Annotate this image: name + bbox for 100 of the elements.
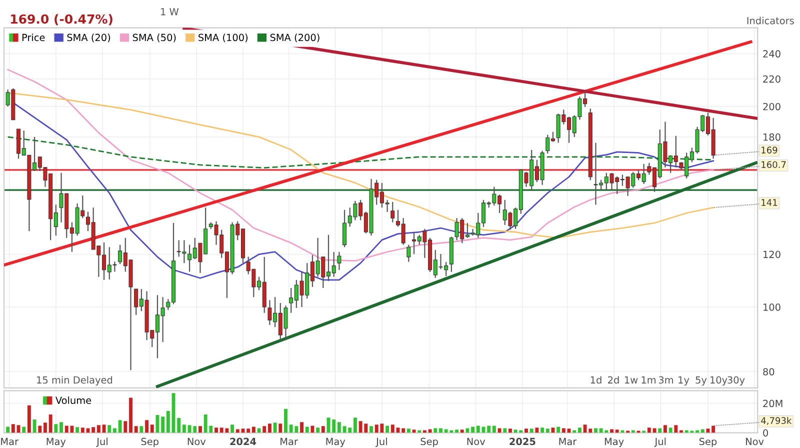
bar bbox=[700, 429, 704, 433]
annotation: 5y bbox=[696, 376, 707, 386]
bar bbox=[236, 429, 240, 433]
y-tick-label: 20M bbox=[763, 400, 782, 408]
bar bbox=[476, 426, 480, 433]
x-tick-label: Nov bbox=[467, 438, 486, 446]
bar bbox=[508, 428, 512, 433]
bar bbox=[428, 429, 432, 433]
bar bbox=[262, 426, 266, 433]
bar bbox=[166, 410, 170, 433]
bar bbox=[198, 426, 202, 433]
bar bbox=[647, 428, 651, 433]
legend-label: SMA (50) bbox=[132, 34, 176, 42]
bar bbox=[145, 420, 148, 433]
candlestick bbox=[337, 251, 342, 270]
line-series bbox=[7, 92, 714, 239]
bar bbox=[129, 398, 132, 433]
bar bbox=[112, 428, 116, 433]
x-tick-label: Sep bbox=[699, 438, 717, 448]
x-tick-label: Sep bbox=[420, 438, 438, 448]
text: Indicators bbox=[747, 16, 794, 24]
bar bbox=[466, 428, 470, 433]
bar bbox=[80, 428, 84, 433]
bar bbox=[118, 420, 122, 433]
bar bbox=[434, 428, 438, 433]
bar bbox=[252, 426, 256, 433]
bar bbox=[60, 422, 63, 433]
annotation: 3m bbox=[658, 376, 674, 384]
bar bbox=[455, 430, 458, 433]
bar bbox=[6, 426, 10, 433]
annotation: 141 bbox=[762, 199, 778, 206]
y-tick-label: 80 bbox=[763, 368, 774, 376]
legend-label: SMA (20) bbox=[67, 34, 110, 42]
bar bbox=[471, 426, 475, 433]
bar bbox=[556, 426, 560, 433]
annotation: 30y bbox=[728, 376, 745, 386]
y-tick-label: 120 bbox=[764, 250, 780, 258]
annotation: 15 min Delayed bbox=[37, 376, 112, 386]
bar bbox=[540, 428, 544, 433]
bar bbox=[524, 428, 528, 433]
bar bbox=[316, 428, 320, 433]
bar bbox=[310, 426, 314, 433]
bar bbox=[124, 421, 128, 433]
annotation: 160.7 bbox=[762, 161, 786, 168]
bar bbox=[658, 428, 662, 433]
bar bbox=[214, 428, 218, 433]
bar bbox=[38, 426, 42, 433]
y-tick-label: 100 bbox=[764, 304, 780, 311]
y-tick-label: 0 bbox=[763, 429, 768, 437]
bar bbox=[54, 424, 58, 433]
x-tick-label: Mar bbox=[280, 438, 298, 446]
bar bbox=[406, 428, 410, 433]
bar bbox=[546, 428, 550, 433]
candlestick bbox=[406, 244, 411, 262]
x-tick-label: May bbox=[326, 438, 346, 448]
bar bbox=[712, 426, 716, 433]
x-tick-label: May bbox=[604, 438, 624, 448]
annotation: 169 bbox=[762, 146, 778, 154]
bar bbox=[674, 425, 678, 433]
bar bbox=[337, 422, 341, 433]
bar bbox=[370, 426, 373, 433]
bar bbox=[92, 427, 96, 433]
bar bbox=[332, 420, 336, 433]
bar bbox=[177, 418, 181, 433]
bar bbox=[305, 426, 309, 433]
y-tick-label: 200 bbox=[763, 102, 780, 110]
bar bbox=[439, 428, 442, 433]
bar bbox=[140, 426, 144, 433]
bar bbox=[668, 428, 672, 433]
y-tick-label: 240 bbox=[763, 50, 780, 58]
bar bbox=[503, 428, 507, 433]
candlestick bbox=[390, 201, 395, 223]
bar bbox=[487, 426, 491, 433]
bar bbox=[44, 422, 47, 433]
bar bbox=[246, 428, 250, 433]
legend-label: SMA (100) bbox=[198, 34, 248, 42]
bar bbox=[11, 424, 15, 433]
bar bbox=[284, 408, 288, 433]
bar bbox=[663, 425, 667, 433]
bar bbox=[402, 428, 406, 433]
bar bbox=[32, 420, 36, 433]
x-tick-label: Jul bbox=[96, 438, 108, 447]
chart-title: 169.0 (-0.47%) bbox=[11, 14, 112, 26]
bar bbox=[268, 424, 272, 433]
text: 1 W bbox=[161, 8, 179, 16]
bar bbox=[27, 405, 31, 433]
x-tick-label: Nov bbox=[188, 438, 206, 446]
bar bbox=[578, 428, 582, 433]
x-tick-label: May bbox=[46, 438, 66, 448]
x-tick-label: 2025 bbox=[510, 438, 536, 446]
bar bbox=[530, 428, 534, 433]
annotation: 1w bbox=[625, 376, 638, 384]
annotation: 1m bbox=[642, 376, 656, 384]
annotation: 1d bbox=[590, 376, 602, 384]
annotation: 4,793k bbox=[761, 416, 792, 425]
bar bbox=[594, 428, 598, 433]
legend-label: Volume bbox=[55, 396, 92, 404]
line-series bbox=[12, 102, 714, 281]
bar bbox=[96, 425, 100, 433]
bar bbox=[161, 416, 165, 433]
